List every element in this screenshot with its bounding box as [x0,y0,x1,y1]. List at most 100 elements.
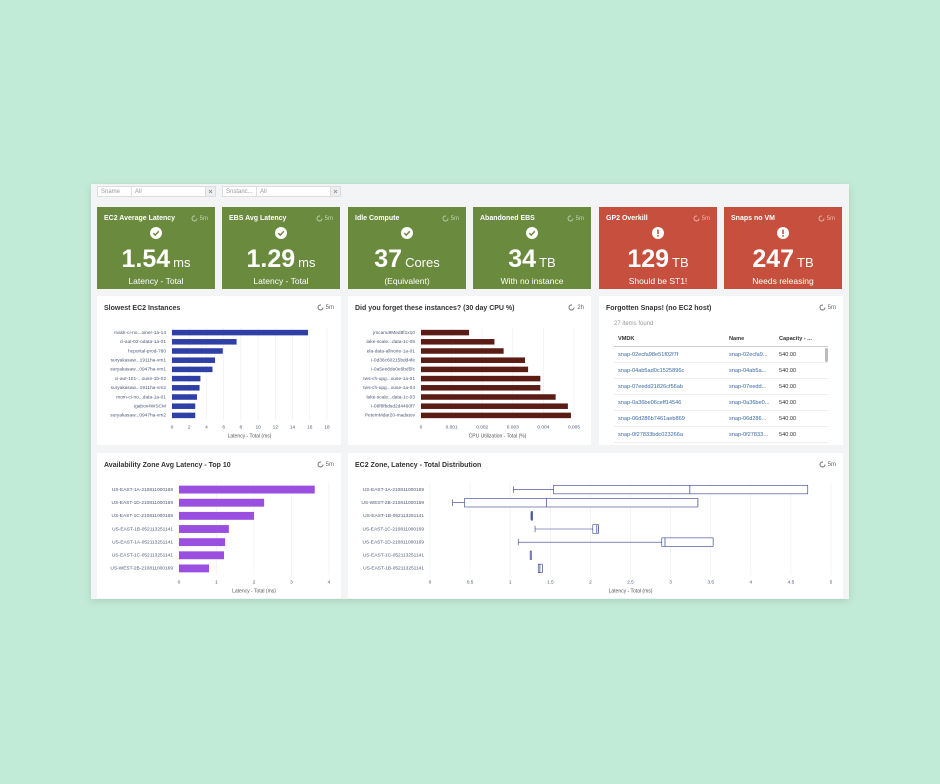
y-tick-label: mask-ci-no...oiner-1a-14 [114,330,166,336]
x-tick-label: 1 [509,579,512,585]
x-tick-label: 1 [215,579,218,585]
refresh: 5m [819,461,836,468]
cell: 540.00 [775,426,828,443]
chart-panel: Did you forget these instances? (30 day … [348,296,591,445]
y-tick-label: ela-data-allnone-1a-01 [367,348,416,354]
y-tick-label: tws-ch-upg...ouse-1a-04 [363,385,415,391]
link-cell[interactable]: snap-04ab5a... [725,362,775,379]
cell: 540.00 [775,346,828,363]
filter[interactable]: Snstanc... All [222,186,341,197]
y-tick-label: US-WEST-2B-210811000169 [361,500,424,506]
kpi-value: 37 [374,245,403,273]
link-cell[interactable]: snap-04ab5ad0c1525896c [614,362,725,379]
filter-value[interactable]: All [132,186,206,197]
link-cell[interactable]: snap-07eedd... [725,378,775,395]
refresh: 5m [191,215,208,222]
y-tick-label: US-EAST-1D-210811000169 [362,539,424,545]
y-tick-label: hcportal-prod-780 [128,348,166,354]
table: VMDK Name Capacity - ... snap-02ecfa98e51f0… [614,332,828,443]
kpi-value-row: 129 TB [599,245,717,274]
x-tick-label: 0 [171,424,174,430]
bar [172,412,196,419]
check-mark [528,230,536,237]
column-header[interactable]: Capacity - ... [775,332,828,347]
column-header[interactable]: Name [725,332,775,347]
y-tick-label: US-EAST-1C-052113251141 [363,553,424,559]
kpi-title: Abandoned EBS [480,215,535,222]
kpi-icon [652,227,664,239]
box [537,563,543,573]
clear-button[interactable] [331,186,341,197]
link-cell[interactable]: snap-0f27833... [725,426,775,443]
alert-mark [782,229,784,234]
table-panel: Forgotten Snaps! (no EC2 host) 5m 27 items… [599,296,843,445]
filter[interactable]: Sname All [97,186,216,197]
refresh-interval: 5m [827,461,836,468]
y-tick-label: ci-aut-101-...ouse-1b-02 [115,376,167,382]
y-tick-label: US-EAST-1B-052113251141 [363,566,424,572]
kpi-icon [526,227,538,239]
x-tick-label: 16 [307,424,313,430]
cell: 540.00 [775,410,828,427]
column-header[interactable]: VMDK [614,332,725,347]
kpi-caption: Should be ST1! [628,276,688,286]
bar [421,403,568,409]
refresh: 5m [693,215,710,222]
link-cell[interactable]: snap-07eedd21826cf56ab [614,378,725,395]
filter-label: Snstanc... [222,186,257,197]
link-cell[interactable]: snap-0a36be0... [725,394,775,411]
table-row: snap-04ab5ad0c1525896c snap-04ab5a... 540.… [614,362,828,379]
filter-value[interactable]: All [257,186,331,197]
x-axis-label: Latency - Total (ms) [228,433,272,439]
kpi-value-row: 1.54 ms [97,245,215,274]
chart-panel: EC2 Zone, Latency - Total Distribution 5m… [348,453,843,598]
x-tick-label: 18 [324,424,330,430]
x-tick-label: 14 [290,424,296,430]
kpi-caption: With no instance [500,276,564,286]
refresh: 5m [317,461,334,468]
refresh-icon [568,304,575,311]
x-tick-label: 10 [255,424,261,430]
bar [172,375,201,382]
refresh-interval: 2h [577,304,584,311]
panel-title: Forgotten Snaps! (no EC2 host) [606,305,712,312]
bar [179,485,315,494]
cell: 540.00 [775,378,828,395]
x-tick-label: 4.5 [788,579,795,585]
link-cell[interactable]: snap-0f27833bdc023266a [614,426,725,443]
kpi-caption: Needs releasing [752,276,814,286]
clear-button[interactable] [206,186,216,197]
x-tick-label: 2 [188,424,191,430]
check-mark [152,230,160,237]
bar [172,394,197,400]
refresh-arc [819,461,826,468]
bar [421,339,495,345]
bar [179,564,209,573]
y-tick-label: lake-scale...data-1c-03 [366,394,415,400]
x-tick-label: 0.005 [568,424,580,430]
x-tick-label: 12 [273,424,279,430]
kpi-tile: EBS Avg Latency 5m 1.29 ms Latency - Total [222,207,340,289]
refresh-icon [317,304,324,311]
kpi-caption: (Equivalent) [384,276,430,286]
y-tick-label: US-EAST-1C-210811000169 [362,526,424,532]
kpi-unit: TB [539,255,556,270]
refresh-icon [567,215,574,222]
bar [172,357,216,363]
kpi-caption: Latency - Total [253,276,309,286]
x-tick-label: 8 [240,424,243,430]
bar [172,366,213,373]
kpi-value-row: 1.29 ms [222,245,340,274]
y-tick-label: US-WEST-2B-210811000169 [110,566,173,572]
x-axis-label: Latency - Total (ms) [232,588,276,594]
y-tick-label: i-0a5ee8de0e6bd5fc [371,367,415,373]
link-cell[interactable]: snap-02ecfa9... [725,346,775,363]
kpi-title: EC2 Average Latency [104,215,176,222]
link-cell[interactable]: snap-06d286b7461aeb869 [614,410,725,427]
link-cell[interactable]: snap-06d286... [725,410,775,427]
link-cell[interactable]: snap-02ecfa98e51f02f7f [614,346,725,363]
link-cell[interactable]: snap-0a36be06ceff14546 [614,394,725,411]
refresh-icon [819,461,826,468]
dashboard: Sname All Snstanc... All Slowest EC2 Insta… [91,184,849,599]
